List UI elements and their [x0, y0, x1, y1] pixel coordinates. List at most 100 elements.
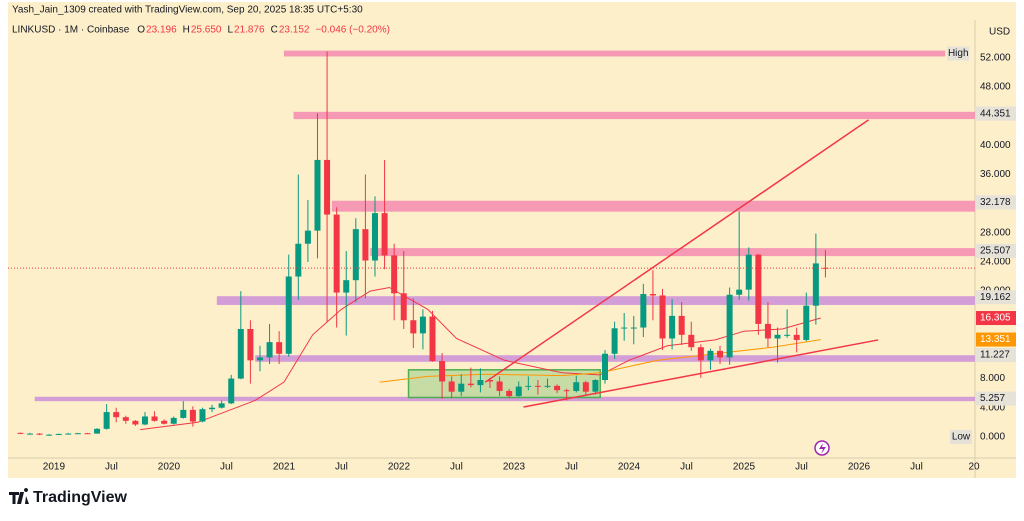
candle-body: [439, 361, 446, 382]
zone: [370, 248, 975, 257]
price-label-bg: [976, 106, 1016, 121]
moving-average: [379, 339, 821, 383]
candle-body: [189, 409, 196, 422]
x-tick-label: 2021: [273, 462, 296, 473]
candle-body: [333, 214, 340, 293]
candle-body: [218, 403, 225, 408]
x-tick-label: 2024: [618, 462, 641, 473]
plot-area: [8, 50, 975, 436]
candle-body: [477, 380, 484, 386]
x-tick-label: 2023: [503, 462, 526, 473]
candle-body: [419, 316, 426, 334]
candle-body: [141, 416, 148, 425]
candle-body: [266, 342, 273, 358]
zone: [216, 296, 975, 305]
candle-body: [17, 432, 24, 434]
candle-body: [487, 380, 493, 382]
zone: [283, 50, 946, 57]
zone-price-label: 25.507: [980, 246, 1011, 257]
low-badge: [950, 430, 972, 444]
x-tick-label: Jul: [450, 462, 463, 473]
low-label: Low: [952, 432, 971, 443]
candle-body: [784, 334, 791, 336]
x-tick-label: 20: [968, 462, 980, 473]
x-tick-label: Jul: [335, 462, 348, 473]
zone-label: High: [948, 48, 969, 59]
y-tick-label: 52.000: [980, 53, 1011, 64]
candle-body: [113, 412, 120, 418]
y-tick-label: 40.000: [980, 140, 1011, 151]
symbol: LINKUSD · 1M · Coinbase: [12, 25, 130, 36]
candle-body: [755, 254, 762, 324]
zone: [293, 111, 975, 120]
candle-body: [94, 428, 101, 434]
ohlc-value: 23.152: [279, 25, 310, 36]
candle-body: [161, 420, 168, 424]
candle-body: [324, 159, 331, 215]
zone-price-label: 44.351: [980, 108, 1011, 119]
candle-body: [707, 350, 714, 361]
moving-average: [140, 286, 821, 431]
candle-body: [285, 276, 292, 354]
candle-body: [381, 213, 388, 256]
y-tick-label: 48.000: [980, 82, 1011, 93]
candle-body: [822, 267, 829, 269]
brand: TradingView: [33, 489, 128, 506]
candle-body: [573, 382, 580, 391]
candle-body: [295, 243, 302, 277]
candle-body: [745, 254, 752, 290]
candle-body: [55, 433, 62, 435]
x-tick-label: Jul: [910, 462, 923, 473]
price-label-bg: [976, 243, 1016, 258]
candle-body: [65, 433, 72, 435]
candle-body: [256, 357, 263, 361]
zone-price-label: 19.162: [980, 292, 1011, 303]
candle-body: [132, 420, 139, 425]
x-tick-label: Jul: [105, 462, 118, 473]
change: −0.046 (−0.20%): [315, 25, 390, 36]
trendline: [484, 119, 869, 383]
candle-body: [688, 334, 695, 348]
brand-logo: [9, 488, 29, 504]
range-box: [407, 369, 601, 399]
candle-body: [103, 412, 110, 429]
candle-body: [736, 289, 743, 295]
zone-label-bg: [947, 46, 970, 61]
candle-body: [362, 229, 369, 261]
candle-body: [726, 294, 733, 358]
x-tick-label: Jul: [565, 462, 578, 473]
candle-body: [410, 320, 417, 334]
y-tick-label: 8.000: [980, 373, 1005, 384]
candle-body: [812, 263, 819, 306]
candle-body: [717, 350, 724, 358]
candle-body: [592, 380, 599, 392]
candle-body: [170, 417, 177, 424]
candle-body: [352, 229, 359, 281]
currency: USD: [989, 27, 1010, 38]
zone-price-label: 32.178: [980, 197, 1011, 208]
candle-body: [669, 315, 676, 339]
candle-body: [563, 390, 570, 392]
chart-background: [8, 2, 1016, 478]
candle-body: [697, 347, 704, 361]
ohlc-value: 21.876: [234, 25, 265, 36]
candle-body: [774, 334, 781, 339]
candle-body: [180, 409, 187, 418]
candle-body: [199, 409, 206, 422]
ma-price-label: 16.305: [980, 313, 1011, 324]
candle-body: [764, 323, 771, 339]
ma-label-bg: [976, 332, 1016, 347]
candle-body: [678, 315, 685, 335]
ohlc-value: 23.196: [146, 25, 177, 36]
candle-body: [793, 334, 800, 340]
y-tick-label: 24.000: [980, 257, 1011, 268]
candle-body: [343, 280, 350, 293]
candle-body: [602, 353, 609, 381]
candle-body: [209, 407, 216, 410]
x-tick-label: 2025: [733, 462, 756, 473]
candle-body: [400, 293, 407, 321]
candle-body: [26, 433, 33, 435]
candle-body: [554, 385, 561, 391]
candle-body: [544, 385, 551, 387]
